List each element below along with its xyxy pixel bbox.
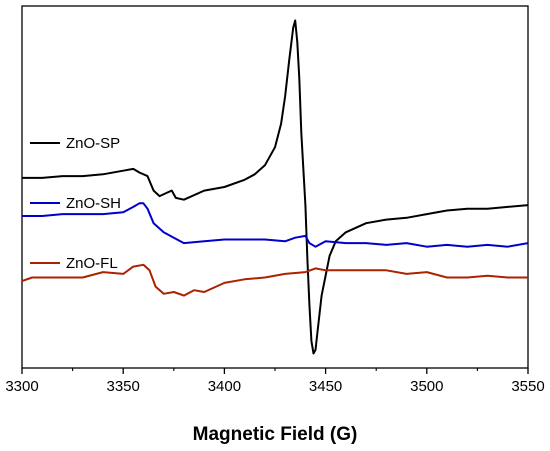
series-line-zno-sp bbox=[22, 19, 529, 355]
x-tick-label: 3550 bbox=[511, 378, 544, 395]
legend: ZnO-SP ZnO-SH ZnO-FL bbox=[30, 135, 121, 272]
legend-label-zno-fl: ZnO-FL bbox=[66, 255, 118, 272]
x-tick-label: 3500 bbox=[410, 378, 443, 395]
x-tick-label: 3450 bbox=[309, 378, 342, 395]
x-tick-label: 3300 bbox=[5, 378, 38, 395]
x-tick-label: 3400 bbox=[208, 378, 241, 395]
legend-label-zno-sh: ZnO-SH bbox=[66, 195, 121, 212]
series-line-zno-sh bbox=[22, 202, 529, 248]
series-layer bbox=[21, 19, 529, 355]
series-line-zno-fl bbox=[21, 263, 528, 297]
x-axis-ticks: 3300 3350 3400 3450 3500 3550 bbox=[5, 368, 545, 395]
legend-label-zno-sp: ZnO-SP bbox=[66, 135, 120, 152]
plot-frame bbox=[21, 5, 529, 369]
x-axis-title: Magnetic Field (G) bbox=[193, 424, 358, 445]
x-tick-label: 3350 bbox=[107, 378, 140, 395]
